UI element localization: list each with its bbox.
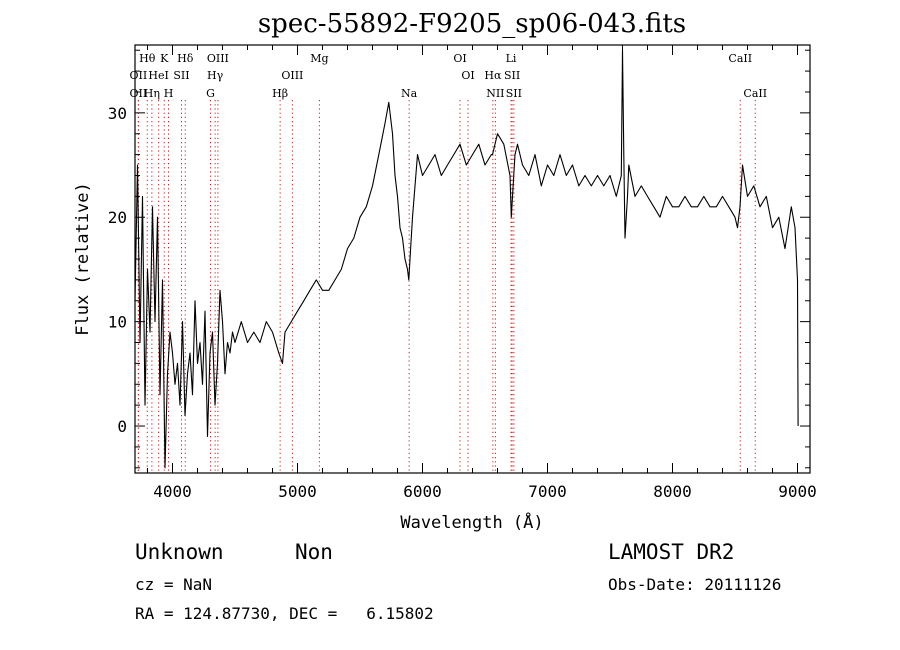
x-axis-label: Wavelength (Å) [400,511,543,533]
subclass-label: Non [295,540,333,564]
marker-label: Hη [144,87,160,100]
marker-label: K [160,52,169,65]
marker-label: Hθ [139,52,156,65]
series-line-0 [134,49,799,469]
chart-title: spec-55892-F9205_sp06-043.fits [258,9,686,39]
x-tick-label: 5000 [278,482,317,501]
marker-label: G [206,87,215,100]
marker-label: SII [173,69,189,82]
x-tick-label: 7000 [528,482,567,501]
x-tick-label: 6000 [403,482,442,501]
marker-label: OI [461,69,474,82]
obs-date-text: Obs-Date: 20111126 [608,575,782,594]
marker-label: OII [130,69,148,82]
x-tick-label: 4000 [153,482,192,501]
plot-frame [134,44,811,474]
x-axis: 4000 5000 6000 7000 8000 9000 [147,45,817,501]
coords-text: RA = 124.87730, DEC = 6.15802 [135,604,434,623]
marker-label: HeI [148,69,168,82]
y-tick-label: 20 [108,208,127,227]
marker-label: Na [401,87,418,100]
marker-label: Li [506,52,517,65]
x-tick-label: 8000 [653,482,692,501]
marker-label: Hβ [272,87,288,100]
marker-label: OIII [281,69,303,82]
y-axis: 0 10 20 30 [108,49,810,469]
marker-label: Hδ [177,52,194,65]
marker-label: Hγ [207,69,224,82]
line-markers [137,100,756,473]
y-tick-label: 10 [108,313,127,332]
marker-label: CaII [743,87,767,100]
marker-label: SII [504,69,520,82]
marker-label: OII [130,87,148,100]
y-tick-label: 0 [117,417,127,436]
cz-text: cz = NaN [135,575,213,594]
marker-label: H [164,87,174,100]
marker-label: Hα [484,69,502,82]
marker-label: Mg [310,52,328,65]
class-label: Unknown [135,540,224,564]
marker-label: OIII [207,52,229,65]
y-axis-label: Flux (relative) [73,182,93,336]
marker-label: NII [486,87,504,100]
marker-label: CaII [728,52,752,65]
marker-label: OI [453,52,466,65]
y-tick-label: 30 [108,104,127,123]
survey-label: LAMOST DR2 [608,540,735,564]
spectrum-series [134,49,799,469]
x-tick-label: 9000 [778,482,817,501]
marker-label: SII [506,87,522,100]
